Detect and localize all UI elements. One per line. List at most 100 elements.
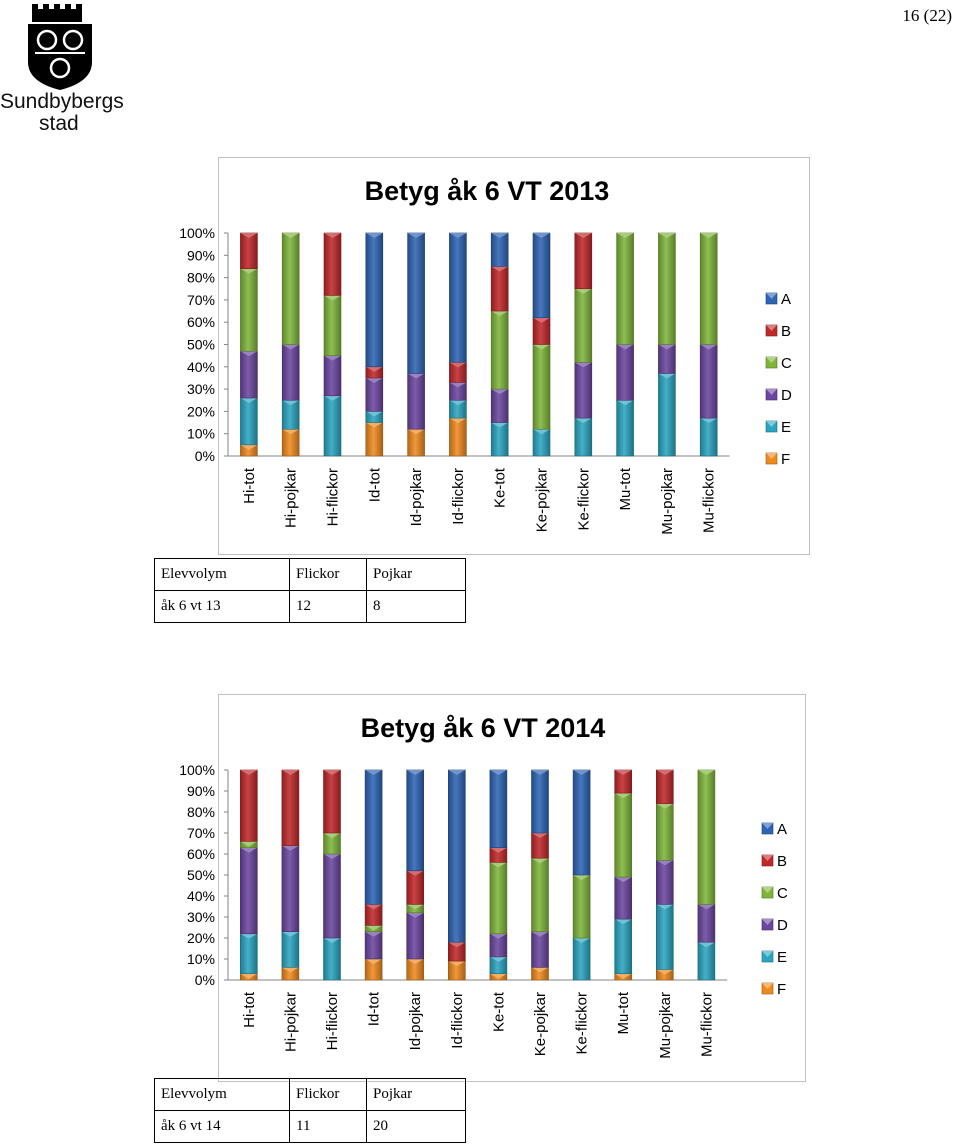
table-cell: åk 6 vt 13	[154, 590, 290, 623]
bar-segment-cap	[282, 344, 300, 350]
legend-label-D: D	[777, 917, 788, 934]
bar-segment-cap	[365, 770, 383, 775]
x-category-label: Ke-flickor	[574, 992, 591, 1055]
y-tick-label: 100%	[179, 762, 215, 778]
bar-segment-A	[531, 769, 549, 834]
bar-segment-cap	[406, 904, 424, 910]
legend-swatch-cap	[762, 887, 773, 893]
x-category-label: Mu-flickor	[701, 468, 718, 533]
bar-segment-D	[655, 859, 674, 905]
bar-segment-E	[572, 937, 591, 981]
bar-segment-cap	[240, 973, 258, 979]
bar-segment-cap	[323, 854, 341, 859]
bar-segment-cap	[240, 933, 258, 939]
bar-segment-cap	[614, 919, 632, 925]
bar-segment-cap	[240, 770, 258, 775]
table-header-cell: Flickor	[289, 1078, 367, 1111]
y-tick-label: 70%	[187, 292, 215, 308]
bar-segment-E	[323, 937, 341, 981]
bar-segment-cap	[281, 931, 299, 937]
grade-chart-2013: Betyg åk 6 VT 2013 0% 10% 20% 30% 40% 50% 60% 70…	[179, 176, 792, 535]
y-tick-label: 90%	[187, 247, 215, 263]
x-category-label: Hi-tot	[241, 991, 258, 1028]
bar-segment-cap	[614, 973, 632, 979]
bar-segment-cap	[324, 395, 341, 401]
bar-segment-cap	[448, 961, 466, 967]
bar-segment-A	[406, 769, 425, 872]
bar-segment-C	[531, 857, 549, 933]
bar-segment-cap	[531, 931, 549, 937]
bar-segment-cap	[365, 366, 383, 372]
legend-label-B: B	[777, 853, 787, 870]
bar-segment-cap	[489, 770, 507, 775]
y-tick-label: 70%	[187, 825, 215, 841]
table-header-cell: Elevvolym	[154, 558, 290, 591]
table-cell: 11	[289, 1110, 367, 1143]
bar-segment-D	[614, 876, 633, 920]
bar-segment-cap	[491, 266, 509, 272]
chart-title: Betyg åk 6 VT 2013	[365, 176, 610, 206]
table-cell: 20	[366, 1110, 466, 1143]
y-tick-label: 100%	[179, 225, 215, 241]
table-row: åk 6 vt 13 12 8	[154, 590, 466, 623]
bar-segment-cap	[407, 233, 425, 238]
y-tick-label: 30%	[187, 909, 215, 925]
bar-segment-cap	[489, 847, 507, 853]
bar-segment-E	[240, 933, 258, 974]
bar-segment-cap	[700, 233, 718, 238]
x-category-label: Id-flickor	[449, 992, 466, 1049]
bar-segment-cap	[449, 418, 467, 424]
bar-segment-cap	[574, 288, 592, 294]
bar-segment-cap	[656, 904, 674, 910]
bar-segment-cap	[281, 967, 299, 973]
bar-segment-cap	[365, 377, 383, 383]
bar-segment-cap	[240, 351, 258, 357]
bar-segment-cap	[616, 344, 634, 350]
table-cell: åk 6 vt 14	[154, 1110, 290, 1143]
bar-segment-cap	[240, 444, 258, 450]
bar-segment-cap	[449, 400, 467, 406]
bar-segment-cap	[614, 877, 632, 883]
y-tick-label: 60%	[187, 314, 215, 330]
sundbybergs-stad-logo: Sundbybergs stad	[0, 4, 124, 135]
legend-swatch-cap	[762, 951, 773, 957]
bar-segment-D	[531, 931, 549, 968]
bar-segment-cap	[697, 904, 715, 910]
bar-segment-cap	[324, 233, 341, 238]
bar-segment-cap	[407, 429, 425, 435]
student-volume-table-2014: Elevvolym Flickor Pojkar åk 6 vt 14 11 2…	[154, 1078, 466, 1143]
y-tick-label: 0%	[195, 972, 215, 988]
bar-segment-cap	[658, 373, 676, 379]
bar-segment-cap	[616, 233, 634, 238]
student-volume-table-2013: Elevvolym Flickor Pojkar åk 6 vt 13 12 8	[154, 558, 466, 623]
x-category-label: Ke-pojkar	[532, 992, 549, 1056]
bar-segment-cap	[365, 904, 383, 910]
bar-segment-cap	[489, 956, 507, 962]
y-tick-label: 50%	[187, 337, 215, 353]
x-category-label: Mu-tot	[617, 467, 634, 510]
y-tick-label: 20%	[187, 403, 215, 419]
bar-segment-cap	[491, 311, 509, 317]
legend-label-A: A	[777, 821, 787, 838]
bar-segment-cap	[323, 833, 341, 838]
y-tick-label: 80%	[187, 804, 215, 820]
table-row: åk 6 vt 14 11 20	[154, 1110, 466, 1143]
bar-segment-cap	[365, 411, 383, 417]
legend-swatch-cap	[762, 855, 773, 861]
bar-segment-cap	[240, 847, 258, 853]
bar-segment-cap	[240, 268, 258, 274]
bar-segment-C	[655, 803, 674, 861]
bar-segment-cap	[406, 912, 424, 918]
x-category-label: Ke-tot	[492, 467, 509, 508]
bar-segment-cap	[365, 925, 383, 931]
table-cell: 8	[366, 590, 466, 623]
bar-segment-B	[281, 769, 300, 846]
bar-segment-A	[489, 769, 508, 848]
bar-segment-C	[489, 862, 508, 935]
legend-label-A: A	[781, 291, 791, 308]
legend-swatch-cap	[766, 453, 777, 459]
bar-segment-cap	[533, 429, 550, 435]
legend-swatch-cap	[766, 325, 777, 331]
bar-segment-cap	[449, 233, 467, 238]
x-category-label: Id-tot	[366, 467, 383, 502]
